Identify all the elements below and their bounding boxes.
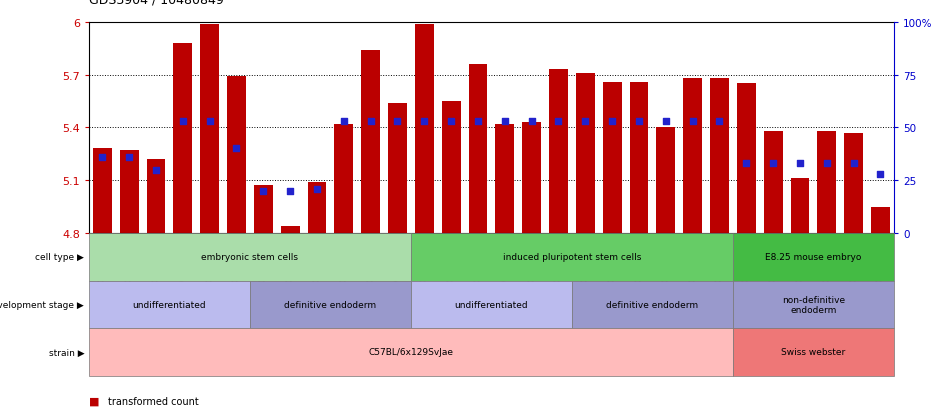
Text: strain ▶: strain ▶: [49, 348, 84, 356]
Bar: [93, 149, 111, 233]
Bar: [844, 133, 863, 233]
Bar: [791, 179, 810, 233]
Bar: [415, 24, 433, 233]
Point: [336, 119, 351, 125]
Bar: [630, 82, 649, 233]
Point: [95, 154, 110, 161]
Bar: [683, 79, 702, 233]
Bar: [227, 77, 246, 233]
Bar: [469, 65, 488, 233]
Text: ■: ■: [89, 412, 99, 413]
Bar: [656, 128, 675, 233]
Bar: [549, 70, 568, 233]
Point: [685, 119, 700, 125]
Point: [632, 119, 647, 125]
Point: [712, 119, 727, 125]
Text: undifferentiated: undifferentiated: [133, 300, 206, 309]
Bar: [254, 186, 272, 233]
Text: development stage ▶: development stage ▶: [0, 300, 84, 309]
Text: Swiss webster: Swiss webster: [782, 348, 845, 356]
Bar: [308, 183, 327, 233]
Point: [444, 119, 459, 125]
Point: [175, 119, 190, 125]
Text: ■: ■: [89, 396, 99, 406]
Bar: [147, 159, 166, 233]
Point: [846, 161, 861, 167]
Point: [551, 119, 566, 125]
Point: [149, 167, 164, 173]
Bar: [495, 124, 514, 233]
Text: percentile rank within the sample: percentile rank within the sample: [108, 412, 272, 413]
Bar: [334, 124, 353, 233]
Bar: [871, 207, 890, 233]
Bar: [388, 103, 407, 233]
Bar: [120, 151, 139, 233]
Bar: [737, 84, 755, 233]
Bar: [603, 82, 622, 233]
Point: [497, 119, 512, 125]
Point: [819, 161, 834, 167]
Point: [471, 119, 486, 125]
Text: cell type ▶: cell type ▶: [36, 253, 84, 261]
Point: [122, 154, 137, 161]
Point: [605, 119, 620, 125]
Bar: [576, 74, 594, 233]
Bar: [361, 51, 380, 233]
Point: [390, 119, 405, 125]
Point: [739, 161, 753, 167]
Point: [256, 188, 271, 195]
Point: [283, 188, 298, 195]
Bar: [764, 131, 782, 233]
Text: embryonic stem cells: embryonic stem cells: [201, 253, 299, 261]
Point: [417, 119, 431, 125]
Text: E8.25 mouse embryo: E8.25 mouse embryo: [766, 253, 861, 261]
Point: [310, 186, 325, 192]
Point: [202, 119, 217, 125]
Bar: [281, 226, 300, 233]
Point: [658, 119, 673, 125]
Text: GDS3904 / 10480849: GDS3904 / 10480849: [89, 0, 224, 6]
Bar: [442, 102, 461, 233]
Text: C57BL/6x129SvJae: C57BL/6x129SvJae: [369, 348, 453, 356]
Text: undifferentiated: undifferentiated: [455, 300, 528, 309]
Point: [229, 146, 244, 152]
Bar: [173, 44, 192, 233]
Point: [873, 171, 888, 178]
Point: [766, 161, 781, 167]
Point: [578, 119, 592, 125]
Bar: [200, 24, 219, 233]
Text: definitive endoderm: definitive endoderm: [285, 300, 376, 309]
Bar: [710, 79, 729, 233]
Text: definitive endoderm: definitive endoderm: [607, 300, 698, 309]
Text: non-definitive
endoderm: non-definitive endoderm: [782, 295, 845, 314]
Text: induced pluripotent stem cells: induced pluripotent stem cells: [503, 253, 641, 261]
Point: [793, 161, 808, 167]
Point: [524, 119, 539, 125]
Point: [363, 119, 378, 125]
Text: transformed count: transformed count: [108, 396, 198, 406]
Bar: [817, 131, 836, 233]
Bar: [522, 123, 541, 233]
